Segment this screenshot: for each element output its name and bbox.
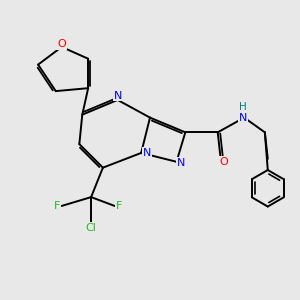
Text: O: O bbox=[57, 39, 66, 49]
Text: H: H bbox=[239, 102, 247, 112]
Text: N: N bbox=[238, 112, 247, 123]
Text: N: N bbox=[143, 148, 151, 158]
Text: Cl: Cl bbox=[86, 223, 97, 233]
Text: F: F bbox=[54, 201, 60, 211]
Text: N: N bbox=[113, 91, 122, 100]
Text: F: F bbox=[116, 201, 122, 211]
Text: O: O bbox=[219, 157, 228, 167]
Text: N: N bbox=[177, 158, 185, 168]
